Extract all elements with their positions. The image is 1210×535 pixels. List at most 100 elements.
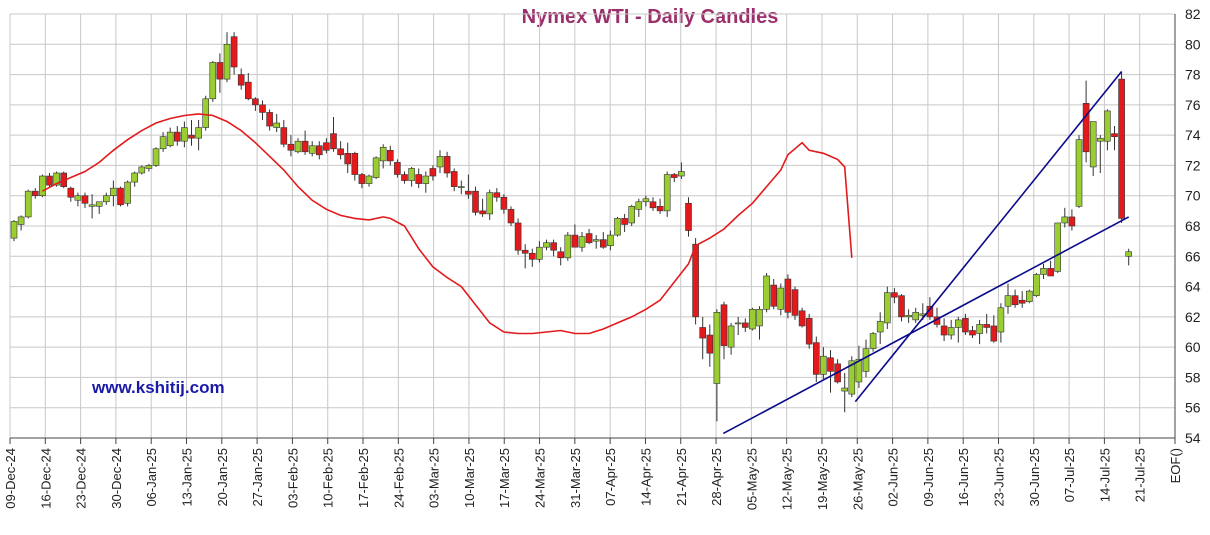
candle-body <box>372 157 380 178</box>
candle-body <box>230 36 238 68</box>
candle-body <box>699 327 707 339</box>
candle-body <box>500 196 508 210</box>
candle-body <box>365 175 373 184</box>
candle-body <box>621 218 628 225</box>
candle-body <box>997 307 1005 333</box>
candle-body <box>883 292 891 324</box>
candle-body <box>252 98 259 106</box>
x-tick-label: 14-Apr-25 <box>638 448 653 506</box>
candle-body <box>543 242 550 248</box>
candle-body <box>805 318 813 345</box>
x-tick-label: 24-Mar-25 <box>533 448 548 508</box>
candle-body <box>330 133 337 150</box>
candle-body <box>1004 295 1012 307</box>
candle-body <box>138 166 146 174</box>
candle-body <box>386 149 394 162</box>
candle-body <box>216 62 224 80</box>
watermark-link[interactable]: www.kshitij.com <box>92 378 225 397</box>
candle-body <box>628 206 636 224</box>
x-tick-label: 10-Feb-25 <box>321 448 336 508</box>
candle-body <box>756 308 763 327</box>
candle-body <box>1125 251 1132 257</box>
candle-body <box>507 209 515 224</box>
x-tick-label: 19-May-25 <box>815 448 830 510</box>
y-tick-label: 58 <box>1185 369 1201 385</box>
x-tick-label: 09-Jun-25 <box>921 448 936 507</box>
candle-body <box>465 190 472 195</box>
candle-body <box>1118 78 1125 219</box>
candle-body <box>585 233 593 243</box>
candle-body <box>528 252 536 260</box>
candle-body <box>976 324 983 334</box>
y-tick-label: 82 <box>1185 6 1201 22</box>
x-tick-label: 10-Mar-25 <box>462 448 477 508</box>
candle-body <box>635 201 643 210</box>
candle-body <box>1061 216 1069 224</box>
candle-body <box>301 140 309 153</box>
candle-body <box>607 234 614 246</box>
candle-body <box>1047 268 1054 277</box>
candle-body <box>358 174 366 184</box>
x-tick-label: 12-May-25 <box>780 448 795 510</box>
candle-body <box>415 174 423 184</box>
x-tick-label: 30-Jun-25 <box>1027 448 1042 507</box>
candle-body <box>741 322 749 328</box>
candle-body <box>784 278 792 313</box>
candle-body <box>67 187 75 198</box>
x-tick-label: 03-Mar-25 <box>427 448 442 508</box>
y-tick-label: 62 <box>1185 309 1201 325</box>
candle-body <box>408 168 415 181</box>
candle-body <box>1097 137 1104 142</box>
x-tick-label: 24-Feb-25 <box>391 448 406 508</box>
candle-body <box>479 210 486 215</box>
candle-body <box>713 312 721 384</box>
x-tick-label: 06-Jan-25 <box>144 448 159 507</box>
candle-body <box>74 195 82 201</box>
candle-body <box>337 148 344 156</box>
candle-body <box>663 174 671 212</box>
x-tick-label: 21-Apr-25 <box>674 448 689 506</box>
candle-body <box>486 192 494 215</box>
candle-body <box>521 249 529 254</box>
candle-body <box>749 308 756 330</box>
candle-body <box>685 202 692 231</box>
candle-body <box>1018 299 1026 304</box>
candle-body <box>95 201 103 207</box>
x-tick-label: 02-Jun-25 <box>886 448 901 507</box>
x-tick-label: EOF() <box>1168 448 1183 483</box>
candle-body <box>124 181 131 204</box>
candle-body <box>450 171 458 187</box>
chart-title: Nymex WTI - Daily Candles <box>521 6 779 28</box>
candle-body <box>962 318 969 333</box>
candle-body <box>351 153 359 175</box>
candle-body <box>1104 110 1111 142</box>
candle-body <box>1054 222 1061 272</box>
candle-body <box>166 131 174 147</box>
candle-body <box>578 236 586 248</box>
candle-body <box>1040 268 1047 275</box>
candle-body <box>323 142 330 151</box>
candle-body <box>820 355 827 375</box>
x-tick-label: 03-Feb-25 <box>285 448 300 508</box>
candle-body <box>280 127 288 145</box>
candle-body <box>706 334 714 354</box>
candle-body <box>1075 139 1083 207</box>
x-tick-label: 07-Apr-25 <box>603 448 618 506</box>
candle-body <box>564 234 572 259</box>
candle-body <box>294 140 302 153</box>
candle-body <box>273 122 281 128</box>
candle-body <box>670 174 678 178</box>
candle-body <box>202 98 209 128</box>
x-tick-label: 07-Jul-25 <box>1062 448 1077 502</box>
candle-body <box>1026 290 1033 303</box>
candle-body <box>571 234 579 248</box>
trend-line <box>854 71 1123 403</box>
candle-body <box>17 216 25 225</box>
x-tick-label: 16-Jun-25 <box>956 448 971 507</box>
y-tick-label: 60 <box>1185 339 1201 355</box>
candle-body <box>315 145 323 156</box>
candle-body <box>237 74 245 86</box>
candle-body <box>656 206 664 212</box>
candle-body <box>1033 274 1040 296</box>
